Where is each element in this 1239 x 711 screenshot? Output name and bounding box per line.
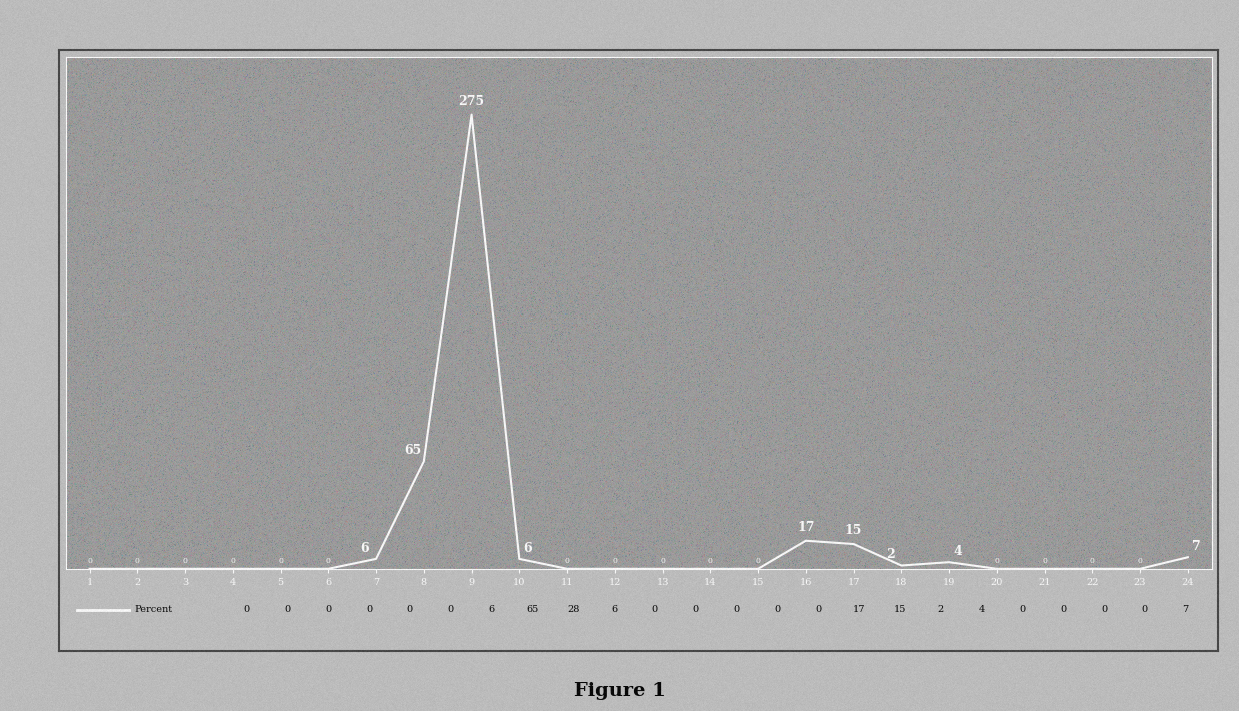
- Text: 15: 15: [893, 605, 906, 614]
- Text: 275: 275: [458, 95, 484, 108]
- Text: 7: 7: [1192, 540, 1201, 553]
- Text: 0: 0: [1042, 557, 1047, 565]
- Text: 4: 4: [953, 545, 961, 558]
- Text: 0: 0: [565, 557, 570, 565]
- Text: Figure 1: Figure 1: [574, 683, 665, 700]
- Text: 0: 0: [652, 605, 658, 614]
- Text: 0: 0: [135, 557, 140, 565]
- Text: 0: 0: [1137, 557, 1142, 565]
- Text: 0: 0: [325, 605, 331, 614]
- Text: 65: 65: [404, 444, 421, 457]
- Text: 0: 0: [612, 557, 617, 565]
- Text: 17: 17: [797, 520, 814, 534]
- Text: 0: 0: [1020, 605, 1026, 614]
- Text: 6: 6: [488, 605, 494, 614]
- Text: 2: 2: [938, 605, 944, 614]
- Text: 0: 0: [1061, 605, 1067, 614]
- Text: 0: 0: [278, 557, 282, 565]
- Text: 0: 0: [406, 605, 413, 614]
- Text: 6: 6: [361, 542, 369, 555]
- Text: 0: 0: [733, 605, 740, 614]
- Text: 0: 0: [756, 557, 761, 565]
- Text: 0: 0: [1090, 557, 1095, 565]
- Text: 6: 6: [611, 605, 617, 614]
- Text: 17: 17: [852, 605, 865, 614]
- Text: Percent: Percent: [135, 605, 172, 614]
- Text: 7: 7: [1182, 605, 1188, 614]
- Text: 0: 0: [774, 605, 781, 614]
- Text: 2: 2: [886, 548, 895, 561]
- Text: 6: 6: [523, 542, 532, 555]
- Text: 0: 0: [230, 557, 235, 565]
- Text: 0: 0: [815, 605, 821, 614]
- Text: 0: 0: [182, 557, 187, 565]
- Text: 0: 0: [244, 605, 249, 614]
- Text: 4: 4: [979, 605, 985, 614]
- Text: 0: 0: [707, 557, 712, 565]
- Text: 0: 0: [284, 605, 290, 614]
- Text: 0: 0: [326, 557, 331, 565]
- Text: 0: 0: [693, 605, 699, 614]
- Text: 0: 0: [366, 605, 372, 614]
- Text: 0: 0: [995, 557, 1000, 565]
- Text: 0: 0: [660, 557, 665, 565]
- Text: 15: 15: [845, 524, 862, 537]
- Text: 0: 0: [447, 605, 453, 614]
- Text: 0: 0: [1101, 605, 1106, 614]
- Text: 0: 0: [1141, 605, 1147, 614]
- Text: 65: 65: [527, 605, 539, 614]
- Text: 0: 0: [87, 557, 92, 565]
- Text: 28: 28: [567, 605, 580, 614]
